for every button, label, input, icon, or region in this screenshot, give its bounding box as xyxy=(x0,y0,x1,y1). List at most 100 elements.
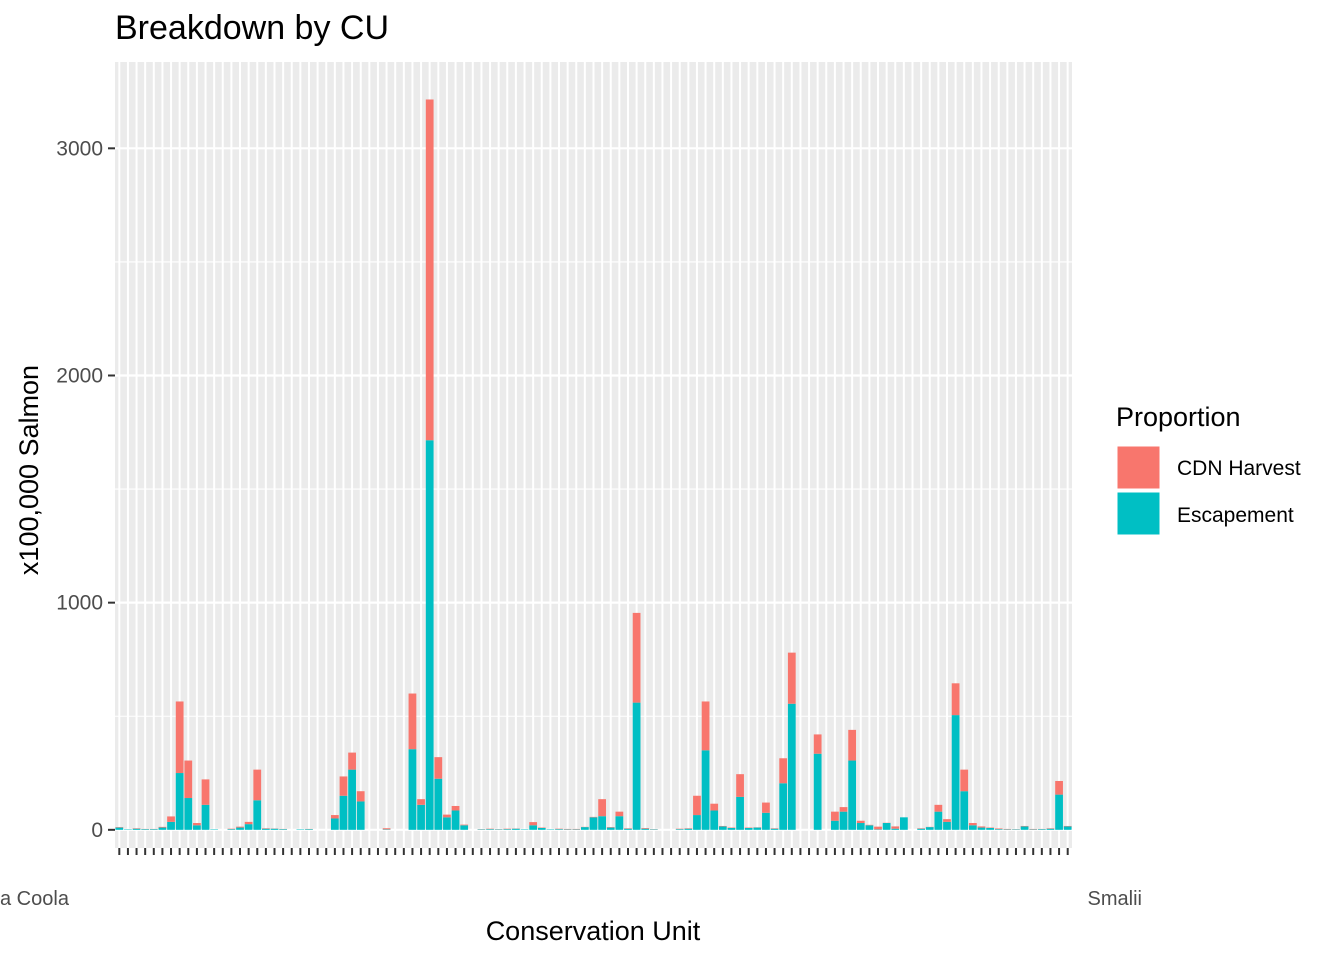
bar-escapement xyxy=(951,715,960,830)
bar-escapement xyxy=(555,829,563,830)
bar-cdn-harvest xyxy=(891,826,900,829)
legend-key-escapement xyxy=(1116,491,1161,536)
bar-escapement xyxy=(175,773,184,830)
bar-escapement xyxy=(986,828,994,830)
bar-escapement xyxy=(684,828,693,830)
bar-escapement xyxy=(641,828,650,830)
bar-escapement xyxy=(425,440,434,830)
bar-cdn-harvest xyxy=(598,799,607,817)
bar-cdn-harvest xyxy=(960,769,969,792)
bar-escapement xyxy=(675,829,684,830)
bar-escapement xyxy=(598,816,607,830)
y-tick-label: 2000 xyxy=(56,364,103,387)
bar-escapement xyxy=(201,804,210,830)
bar-escapement xyxy=(512,828,520,830)
bar-escapement xyxy=(356,801,365,830)
bar-cdn-harvest xyxy=(330,815,339,819)
bar-escapement xyxy=(434,778,443,830)
bar-escapement xyxy=(891,828,900,830)
bar-cdn-harvest xyxy=(787,652,796,704)
bar-escapement xyxy=(141,829,150,830)
bar-cdn-harvest xyxy=(831,811,839,821)
bar-escapement xyxy=(865,825,874,830)
bar-cdn-harvest xyxy=(762,802,770,813)
bar-escapement xyxy=(529,825,538,830)
bar-escapement xyxy=(744,828,753,830)
bar-cdn-harvest xyxy=(434,757,443,779)
bar-escapement xyxy=(727,828,736,830)
bar-escapement xyxy=(779,783,788,830)
bar-escapement xyxy=(882,823,891,830)
bar-cdn-harvest xyxy=(193,823,201,826)
bar-cdn-harvest xyxy=(356,791,365,802)
y-axis-title: x100,000 Salmon xyxy=(14,365,44,575)
bar-cdn-harvest xyxy=(425,99,434,441)
bar-escapement xyxy=(1063,826,1072,830)
bar-escapement xyxy=(934,811,943,830)
bar-cdn-harvest xyxy=(943,819,951,822)
bar-cdn-harvest xyxy=(968,823,977,826)
bar-escapement xyxy=(1055,794,1063,830)
bar-escapement xyxy=(925,827,934,830)
bar-escapement xyxy=(917,828,926,830)
bar-escapement xyxy=(115,827,124,830)
bar-cdn-harvest xyxy=(813,734,822,754)
bar-cdn-harvest xyxy=(184,760,193,799)
legend-title: Proportion xyxy=(1116,402,1241,432)
bar-escapement xyxy=(710,810,719,830)
bar-escapement xyxy=(1020,826,1029,830)
bar-cdn-harvest xyxy=(934,804,943,812)
bar-escapement xyxy=(718,826,727,830)
bar-escapement xyxy=(330,818,339,830)
bar-cdn-harvest xyxy=(417,799,425,805)
bar-cdn-harvest xyxy=(175,701,184,774)
x-axis xyxy=(118,848,1069,855)
bar-cdn-harvest xyxy=(632,612,641,703)
bar-cdn-harvest xyxy=(443,814,451,818)
bar-cdn-harvest xyxy=(382,828,391,830)
bar-cdn-harvest xyxy=(848,729,857,761)
bar-escapement xyxy=(632,702,641,830)
bar-cdn-harvest xyxy=(253,769,262,801)
bar-escapement xyxy=(580,827,589,830)
bar-escapement xyxy=(762,812,770,830)
bar-cdn-harvest xyxy=(339,776,348,796)
bar-escapement xyxy=(831,820,839,830)
bar-cdn-harvest xyxy=(839,807,848,812)
bar-escapement xyxy=(968,825,977,830)
bar-escapement xyxy=(279,829,288,830)
bar-cdn-harvest xyxy=(348,752,356,770)
bar-escapement xyxy=(589,817,598,830)
bar-escapement xyxy=(770,828,779,830)
bar-cdn-harvest xyxy=(158,826,167,828)
bar-escapement xyxy=(227,829,236,830)
bar-escapement xyxy=(848,760,857,830)
bar-escapement xyxy=(960,791,969,830)
y-tick-label: 1000 xyxy=(56,592,103,615)
bar-escapement xyxy=(977,827,986,830)
bar-escapement xyxy=(460,825,469,830)
bar-escapement xyxy=(184,798,193,830)
bar-cdn-harvest xyxy=(710,803,719,811)
bar-cdn-harvest xyxy=(641,828,650,829)
bar-cdn-harvest xyxy=(408,693,417,750)
bar-cdn-harvest xyxy=(615,811,624,817)
bar-cdn-harvest xyxy=(874,826,882,830)
bar-cdn-harvest xyxy=(693,795,701,816)
bar-cdn-harvest xyxy=(236,826,244,828)
bar-escapement xyxy=(244,824,253,830)
y-tick-label: 3000 xyxy=(56,137,103,160)
bar-escapement xyxy=(839,811,848,830)
bar-escapement xyxy=(443,817,451,830)
bar-cdn-harvest xyxy=(856,820,865,824)
bar-escapement xyxy=(701,750,710,830)
bar-cdn-harvest xyxy=(201,779,210,805)
bar-escapement xyxy=(253,800,262,830)
y-tick-label: 0 xyxy=(91,819,103,842)
bar-cdn-harvest xyxy=(951,683,960,716)
bar-escapement xyxy=(537,828,546,830)
bar-escapement xyxy=(813,753,822,830)
y-axis: 0 1000 2000 3000 xyxy=(56,137,115,842)
x-axis-title: Conservation Unit xyxy=(486,916,701,946)
